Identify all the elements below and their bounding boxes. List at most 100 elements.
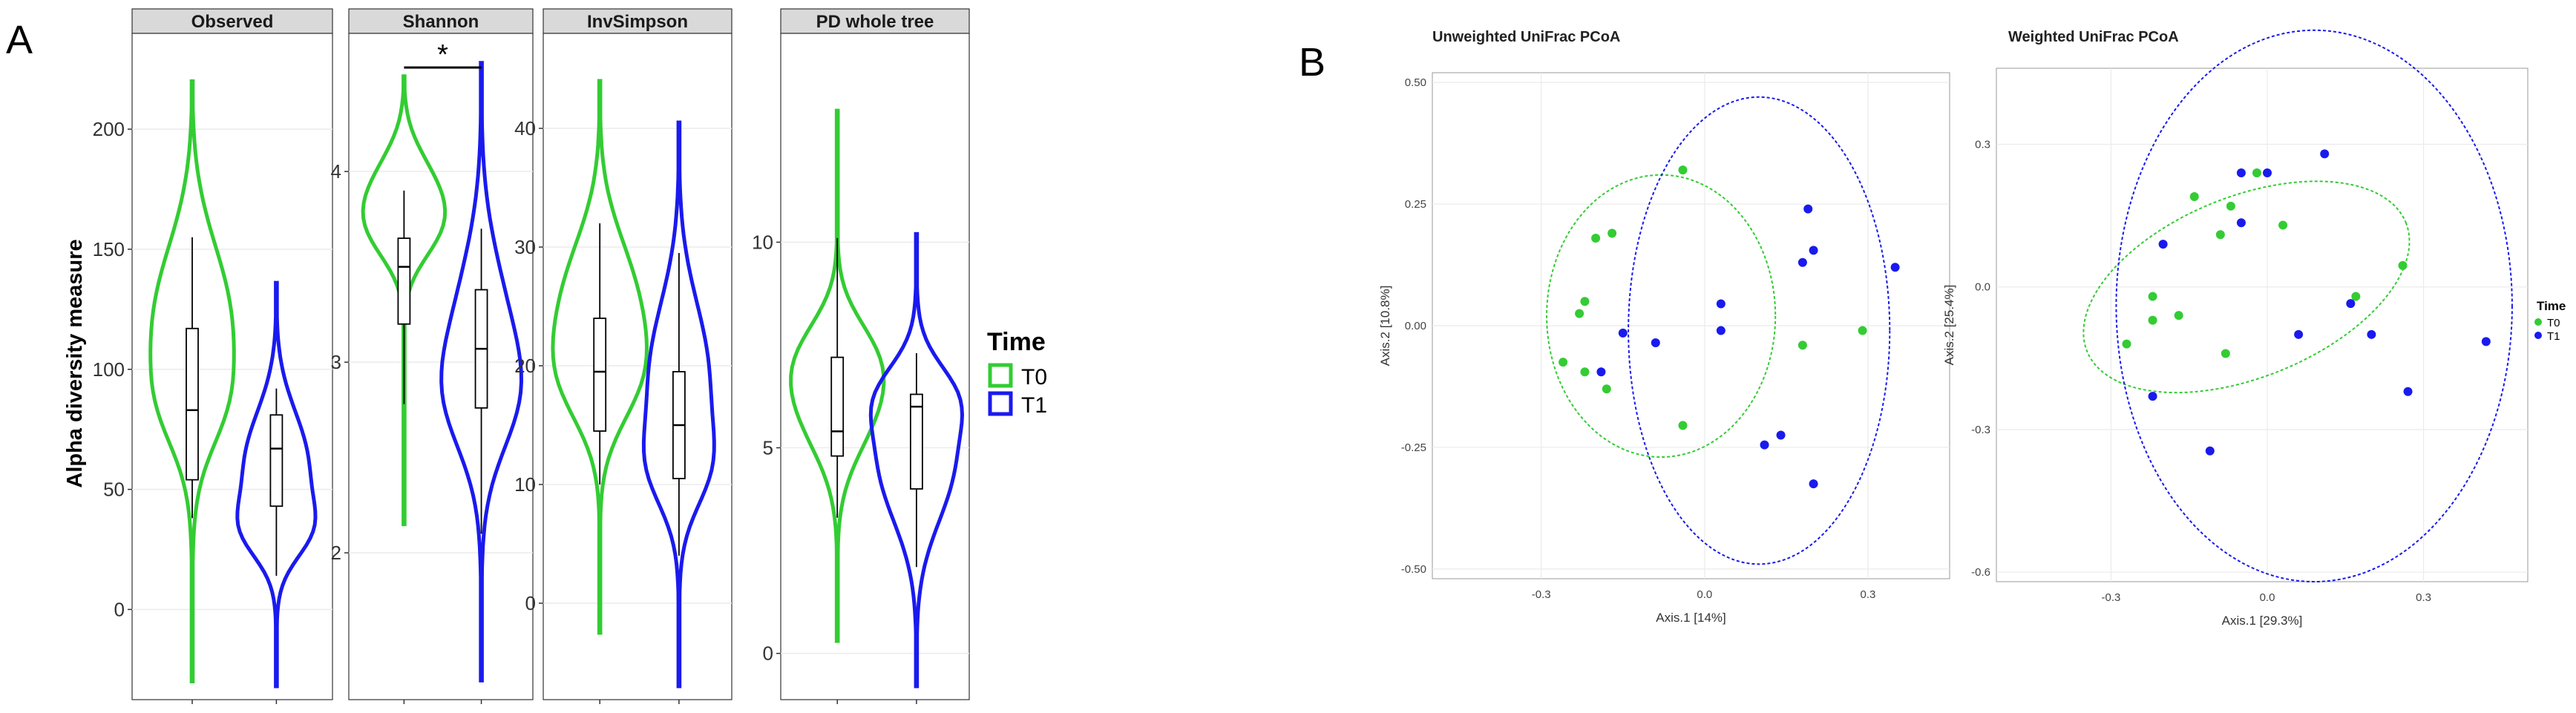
- y-tick-label: 0.3: [1975, 139, 1990, 151]
- point-t1: [1596, 367, 1606, 377]
- point-t0: [2221, 349, 2230, 358]
- pcoa-legend: Time T0 T1: [2534, 299, 2566, 343]
- plot-area: [543, 33, 733, 700]
- facet-strip: [780, 8, 970, 34]
- point-t1: [2148, 392, 2157, 401]
- point-t0: [2174, 311, 2183, 321]
- y-tick-label: 0: [114, 598, 125, 620]
- pcoa-panels: Unweighted UniFrac PCoA -0.3 0.0 0.3 0.50 0.2…: [1378, 29, 2529, 628]
- point-t1: [2205, 446, 2215, 456]
- plot-area: [1996, 68, 2529, 582]
- violin-panel-pd-whole-tree: PD whole tree 0 5 10: [752, 8, 970, 704]
- y-tick-label: 40: [514, 117, 536, 139]
- point-t0: [2148, 315, 2157, 325]
- point-t1: [2236, 168, 2246, 177]
- plot-area: [780, 33, 970, 700]
- point-t1: [1618, 328, 1628, 338]
- point-t1: [2294, 329, 2304, 339]
- y-tick-label: 0.0: [1975, 281, 1990, 294]
- point-t1: [1803, 204, 1813, 214]
- y-tick-label: -0.6: [1971, 566, 1990, 579]
- x-tick-label: 0.3: [2416, 591, 2431, 604]
- facet-strip: [348, 8, 534, 34]
- violin-t0: [789, 108, 886, 643]
- box-iqr: [269, 414, 284, 507]
- y-tick-label: 0.00: [1405, 320, 1426, 332]
- point-t0: [1797, 341, 1807, 350]
- point-t1: [1716, 326, 1725, 335]
- pcoa-legend-key-t0: [2534, 318, 2542, 326]
- point-t0: [2252, 168, 2261, 177]
- facet-strip-label: Observed: [191, 12, 274, 32]
- point-t0: [2226, 201, 2235, 211]
- violin-panel-invsimpson: InvSimpson 0 10 20 30 40: [514, 8, 733, 704]
- y-tick-label: 10: [752, 231, 773, 253]
- point-t1: [1776, 430, 1786, 440]
- x-axis-label: Axis.1 [29.3%]: [2222, 614, 2303, 628]
- pcoa-legend-key-t1: [2534, 332, 2542, 339]
- pcoa-title: Unweighted UniFrac PCoA: [1432, 29, 1620, 45]
- point-t1: [1797, 257, 1807, 267]
- y-tick-label: 0: [763, 643, 773, 665]
- y-tick-label: 30: [514, 236, 536, 258]
- x-axis-label: Axis.1 [14%]: [1656, 611, 1726, 625]
- legend-key-t0: [988, 363, 1013, 388]
- violin-panel-observed: Observed 0 50 100 150 200: [93, 8, 333, 704]
- box-iqr: [397, 237, 411, 325]
- violin-t0: [361, 74, 448, 527]
- y-tick-label: 150: [93, 238, 125, 260]
- pcoa-legend-title: Time: [2537, 299, 2566, 313]
- y-tick-label: 50: [103, 479, 125, 501]
- pcoa-panel-weighted: Weighted UniFrac PCoA -0.3 0.0 0.3 0.3 0.0 -0.…: [1942, 29, 2529, 628]
- y-tick-label: -0.25: [1401, 441, 1426, 454]
- y-tick-label: 3: [331, 351, 341, 373]
- box-iqr: [830, 356, 845, 457]
- point-t1: [1760, 440, 1769, 450]
- point-t1: [1716, 299, 1725, 309]
- x-tick-label: -0.3: [1532, 588, 1551, 601]
- y-tick-label: 100: [93, 358, 125, 381]
- point-t1: [2158, 240, 2168, 249]
- y-tick-label: 0.25: [1405, 198, 1426, 211]
- y-tick-label: -0.3: [1971, 424, 1990, 436]
- point-t0: [1580, 367, 1590, 377]
- violin-t1: [439, 61, 524, 683]
- y-tick-label: 0: [525, 592, 536, 614]
- ellipse-t0: [2082, 180, 2411, 394]
- facet-strip-label: Shannon: [403, 12, 479, 32]
- point-t0: [2278, 220, 2288, 230]
- violin-legend: Time T0 T1: [987, 328, 1047, 418]
- point-t1: [1809, 479, 1818, 489]
- y-tick-label: -0.50: [1401, 563, 1426, 576]
- y-axis-label: Axis.2 [10.8%]: [1378, 286, 1392, 367]
- y-tick-label: 20: [514, 355, 536, 377]
- point-t0: [1678, 421, 1688, 430]
- violin-t1: [868, 231, 965, 689]
- point-t0: [1559, 358, 1568, 367]
- pcoa-legend-label-t1: T1: [2547, 330, 2560, 343]
- y-tick-label: 10: [514, 473, 536, 496]
- violin-legend-title: Time: [987, 328, 1046, 356]
- point-t1: [2236, 218, 2246, 228]
- legend-label-t1: T1: [1021, 393, 1047, 418]
- point-t0: [2122, 339, 2131, 349]
- point-t0: [2189, 192, 2199, 201]
- point-t1: [2403, 387, 2413, 396]
- point-t1: [1651, 338, 1660, 347]
- point-t1: [2346, 299, 2356, 309]
- y-tick-label: 0.50: [1405, 76, 1426, 89]
- point-t1: [2481, 337, 2491, 346]
- panel-label-b: B: [1299, 40, 1325, 85]
- violin-panel-shannon: Shannon 2 3 4 *: [331, 8, 534, 704]
- violin-t1: [235, 280, 318, 689]
- point-t0: [2351, 292, 2361, 301]
- point-t0: [2398, 260, 2408, 270]
- point-t1: [2320, 149, 2330, 159]
- y-tick-label: 4: [331, 160, 341, 183]
- point-t0: [2148, 292, 2157, 301]
- point-t0: [1575, 309, 1584, 318]
- x-tick-label: 0.3: [1861, 588, 1876, 601]
- x-tick-label: -0.3: [2102, 591, 2121, 604]
- facet-strip-label: InvSimpson: [587, 12, 688, 32]
